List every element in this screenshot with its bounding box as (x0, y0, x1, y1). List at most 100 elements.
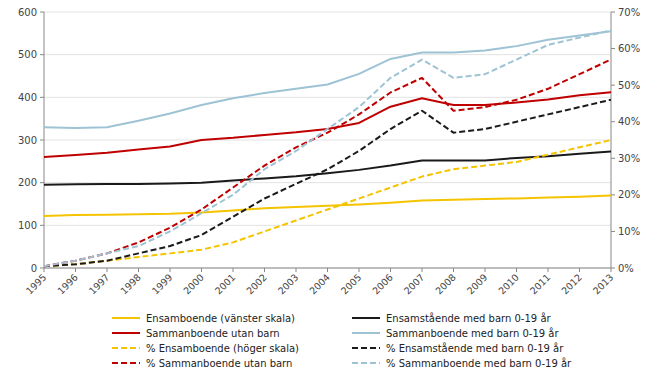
x-tick (548, 268, 549, 272)
y2-tick-label: 20% (618, 189, 640, 200)
y-tick-label: 400 (18, 92, 37, 103)
grid-line (44, 225, 611, 226)
chart-container: 0 100 200 300 400 500 600 0% 10% 20% 30% 40% 50% 60% 7… (0, 0, 657, 384)
x-tick-label: 1996 (55, 272, 80, 297)
x-tick-label: 2003 (276, 272, 301, 297)
x-tick-label: 2012 (559, 272, 584, 297)
grid-line (44, 140, 611, 141)
legend: Ensamboende (vänster skala) Ensamstående … (112, 312, 572, 369)
series-line (44, 100, 611, 266)
y2-tick (611, 231, 615, 232)
y-tick (40, 268, 44, 269)
legend-swatch (352, 317, 380, 319)
legend-label: % Sammanboende utan barn (146, 358, 292, 369)
x-tick (170, 268, 171, 272)
x-tick-label: 1995 (24, 272, 49, 297)
x-tick-label: 2013 (591, 272, 616, 297)
legend-swatch (112, 347, 140, 349)
y2-tick (611, 12, 615, 13)
legend-label: Sammanboende utan barn (146, 328, 280, 339)
x-tick-label: 2009 (465, 272, 490, 297)
grid-line (44, 12, 611, 13)
x-tick-label: 2006 (370, 272, 395, 297)
legend-swatch (112, 362, 140, 364)
legend-label: Sammanboende med barn 0-19 år (386, 327, 559, 339)
series-line (44, 30, 611, 266)
x-tick-label: 1999 (150, 272, 175, 297)
x-tick-label: 2008 (433, 272, 458, 297)
y2-tick-label: 30% (618, 153, 640, 164)
series-line (44, 92, 611, 157)
x-tick-label: 1997 (87, 272, 112, 297)
series-line (44, 60, 611, 267)
x-tick-label: 2001 (213, 272, 238, 297)
grid (44, 12, 611, 268)
legend-label: Ensamstående med barn 0-19 år (386, 312, 552, 324)
legend-label: % Ensamstående med barn 0-19 år (386, 342, 564, 354)
y2-tick-label: 70% (618, 7, 640, 18)
x-tick (75, 268, 76, 272)
series-line (44, 152, 611, 185)
x-tick (390, 268, 391, 272)
x-tick (296, 268, 297, 272)
x-tick-label: 2004 (307, 272, 332, 297)
series-line (44, 31, 611, 128)
y-tick (40, 182, 44, 183)
legend-swatch (352, 362, 380, 364)
legend-swatch (352, 347, 380, 349)
y2-tick (611, 85, 615, 86)
y-tick (40, 140, 44, 141)
chart: 0 100 200 300 400 500 600 0% 10% 20% 30% 40% 50% 60% 7… (0, 0, 657, 384)
x-tick (201, 268, 202, 272)
x-tick-label: 2000 (181, 272, 206, 297)
legend-label: Ensamboende (vänster skala) (146, 313, 295, 324)
x-tick (107, 268, 108, 272)
y2-tick (611, 194, 615, 195)
x-tick (264, 268, 265, 272)
x-tick (327, 268, 328, 272)
series-line (44, 140, 611, 266)
y2-tick-label: 10% (618, 226, 640, 237)
x-tick-label: 2007 (402, 272, 427, 297)
x-tick-label: 2005 (339, 272, 364, 297)
legend-label: % Ensamboende (höger skala) (146, 343, 299, 354)
y2-axis-line (611, 12, 612, 268)
plot-area (44, 30, 611, 266)
y-tick (40, 225, 44, 226)
y2-tick-label: 40% (618, 116, 640, 127)
x-tick-label: 2010 (496, 272, 521, 297)
y2-tick (611, 268, 615, 269)
legend-label: % Sammanboende med barn 0-19 år (386, 357, 572, 369)
x-tick (233, 268, 234, 272)
y2-tick-label: 60% (618, 43, 640, 54)
y-tick-label: 600 (18, 7, 37, 18)
x-tick (453, 268, 454, 272)
y2-tick-label: 0% (618, 263, 634, 274)
x-tick (422, 268, 423, 272)
x-tick-label: 1998 (118, 272, 143, 297)
y-tick-label: 100 (18, 220, 37, 231)
x-tick-label: 2011 (528, 272, 553, 297)
y2-tick (611, 48, 615, 49)
x-tick (44, 268, 45, 272)
legend-swatch (112, 317, 140, 319)
series-line (44, 195, 611, 215)
x-tick (138, 268, 139, 272)
x-tick (485, 268, 486, 272)
y-tick-label: 0 (31, 263, 37, 274)
y2-tick-label: 50% (618, 80, 640, 91)
y-tick (40, 97, 44, 98)
y-tick-label: 200 (18, 177, 37, 188)
legend-swatch (112, 332, 140, 334)
x-tick (611, 268, 612, 272)
y2-tick (611, 158, 615, 159)
y-tick (40, 54, 44, 55)
y-tick (40, 12, 44, 13)
y-tick-label: 300 (18, 135, 37, 146)
x-tick (516, 268, 517, 272)
y-tick-label: 500 (18, 49, 37, 60)
y2-tick (611, 121, 615, 122)
x-tick-label: 2002 (244, 272, 269, 297)
axes: 0 100 200 300 400 500 600 0% 10% 20% 30% 40% 50% 60% 7… (18, 7, 640, 297)
x-tick (579, 268, 580, 272)
